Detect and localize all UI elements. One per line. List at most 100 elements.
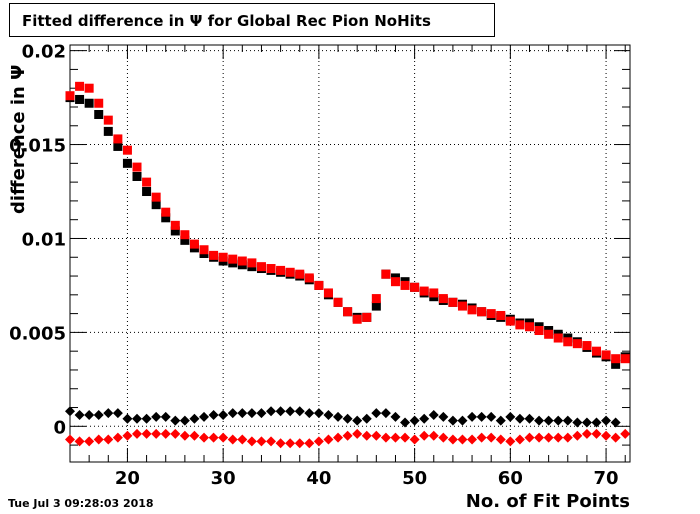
data-point-diamond (428, 430, 439, 441)
data-point-square (142, 187, 152, 197)
data-point-diamond (304, 408, 315, 419)
data-point-diamond (285, 438, 296, 449)
data-point-square (544, 329, 554, 339)
data-point-diamond (486, 432, 497, 443)
data-point-diamond (438, 411, 449, 422)
data-point-square (448, 297, 458, 307)
data-point-diamond (371, 430, 382, 441)
data-point-diamond (199, 411, 210, 422)
data-point-diamond (352, 428, 363, 439)
data-point-diamond (313, 408, 324, 419)
data-point-square (151, 192, 161, 202)
data-point-diamond (409, 415, 420, 426)
data-point-square (496, 310, 506, 320)
data-point-diamond (141, 413, 152, 424)
data-point-diamond (524, 432, 535, 443)
data-point-diamond (476, 432, 487, 443)
data-point-square (84, 98, 94, 108)
data-point-diamond (74, 410, 85, 421)
data-point-diamond (179, 430, 190, 441)
data-point-square (553, 333, 563, 343)
data-point-diamond (457, 415, 468, 426)
data-point-diamond (246, 436, 257, 447)
data-point-square (209, 250, 219, 260)
data-point-diamond (534, 415, 545, 426)
data-point-diamond (227, 408, 238, 419)
data-point-diamond (323, 410, 334, 421)
y-tick-label: 0.02 (22, 42, 66, 63)
data-point-diamond (419, 430, 430, 441)
data-point-diamond (65, 434, 75, 445)
data-point-square (266, 264, 276, 274)
data-point-square (572, 339, 582, 349)
data-point-diamond (610, 432, 621, 443)
x-tick-label: 60 (498, 468, 523, 489)
data-point-square (122, 158, 132, 168)
data-point-diamond (553, 432, 564, 443)
data-point-square (400, 280, 410, 290)
data-point-square (591, 346, 601, 356)
data-point-square (486, 309, 496, 319)
data-point-diamond (342, 430, 353, 441)
data-point-diamond (495, 434, 506, 445)
data-point-diamond (141, 428, 152, 439)
data-point-diamond (390, 432, 401, 443)
data-point-diamond (256, 408, 267, 419)
data-point-square (362, 312, 372, 322)
data-point-diamond (103, 434, 114, 445)
data-point-square (218, 252, 228, 262)
data-point-diamond (170, 428, 181, 439)
y-tick-label: 0.015 (9, 136, 66, 157)
data-point-square (276, 265, 286, 275)
data-point-diamond (122, 430, 133, 441)
data-point-diamond (505, 436, 516, 447)
data-point-square (304, 273, 314, 283)
y-tick-label: 0 (53, 417, 66, 438)
data-point-square (132, 162, 142, 172)
data-point-diamond (514, 434, 525, 445)
data-point-square (161, 207, 171, 217)
data-point-diamond (189, 413, 200, 424)
data-point-diamond (601, 415, 612, 426)
data-point-square (237, 256, 247, 266)
data-point-square (228, 254, 238, 264)
data-point-diamond (294, 406, 305, 417)
data-point-diamond (352, 415, 363, 426)
data-point-diamond (591, 417, 602, 428)
data-point-diamond (572, 417, 583, 428)
x-tick-label: 70 (594, 468, 619, 489)
data-point-diamond (160, 428, 171, 439)
data-point-diamond (543, 432, 554, 443)
chart-title: Fitted difference in Ψ for Global Rec Pi… (22, 12, 431, 30)
data-point-diamond (505, 411, 516, 422)
x-tick-label: 20 (115, 468, 140, 489)
data-point-diamond (457, 434, 468, 445)
data-point-square (419, 286, 429, 296)
data-point-square (582, 341, 592, 351)
data-point-diamond (409, 434, 420, 445)
data-point-square (113, 141, 123, 151)
data-point-square (180, 230, 190, 240)
y-tick-label: 0.01 (22, 229, 66, 250)
data-point-diamond (304, 438, 315, 449)
data-point-diamond (562, 415, 573, 426)
data-point-diamond (610, 417, 621, 428)
data-point-diamond (562, 432, 573, 443)
data-point-square (390, 277, 400, 287)
data-point-diamond (237, 434, 248, 445)
data-point-diamond (447, 415, 458, 426)
data-point-square (620, 354, 630, 364)
data-point-diamond (122, 413, 133, 424)
data-point-diamond (419, 413, 430, 424)
data-point-square (438, 294, 448, 304)
data-point-diamond (620, 428, 631, 439)
data-point-diamond (428, 410, 439, 421)
data-point-diamond (390, 411, 401, 422)
data-point-square (75, 94, 85, 104)
data-point-square (314, 280, 324, 290)
y-axis-label: difference in Ψ (8, 64, 29, 214)
data-point-square (323, 288, 333, 298)
data-point-diamond (524, 413, 535, 424)
data-point-square (161, 213, 171, 223)
